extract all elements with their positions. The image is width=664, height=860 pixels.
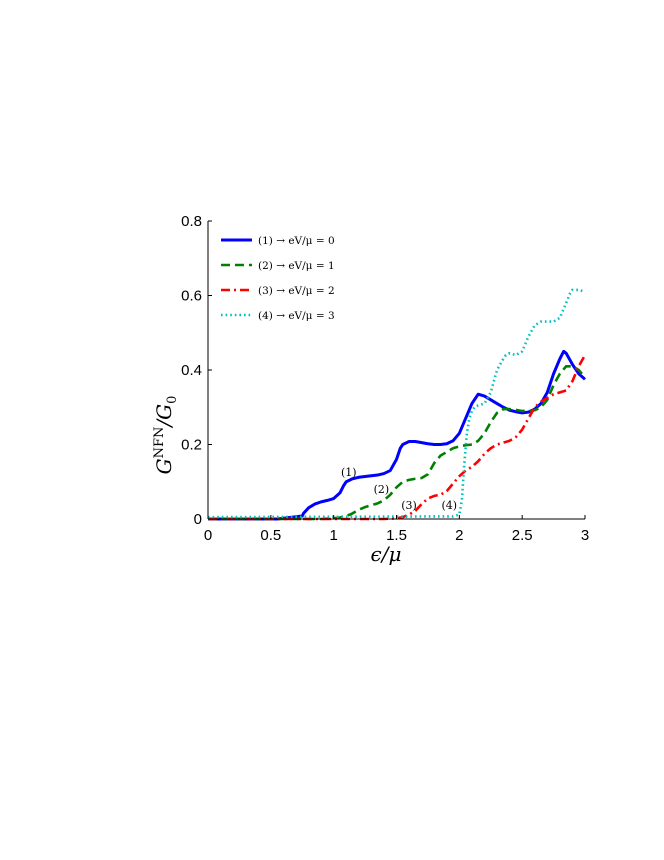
y-axis-label-sub: 0 (165, 396, 180, 404)
x-tick-label: 3 (581, 527, 589, 544)
x-tick-label: 1.5 (386, 527, 407, 544)
legend-entry-2: (2) → eV/μ = 1 (258, 260, 335, 272)
annotation-label-4: (4) (441, 499, 457, 512)
annotation-label-3: (3) (401, 499, 417, 512)
annotation-label-2: (2) (374, 483, 390, 496)
y-axis-label-sup: NFN (152, 427, 167, 459)
plot-background (208, 221, 585, 519)
y-tick-label: 0.2 (181, 437, 202, 454)
y-tick-label: 0.8 (181, 213, 202, 230)
x-tick-label: 0.5 (260, 527, 281, 544)
legend-entry-1: (1) → eV/μ = 0 (258, 235, 335, 247)
series-line-3 (208, 354, 587, 521)
x-tick-label: 1 (329, 527, 337, 544)
x-axis-label: ϵ/μ (371, 542, 402, 566)
legend-entry-3: (3) → eV/μ = 2 (258, 285, 335, 297)
series-line-4 (207, 288, 586, 519)
series-line-2 (208, 364, 586, 521)
y-axis-label: GNFN/G0 (152, 396, 180, 475)
axes-layer: 0 0.5 1 1.5 2 2.5 3 0 0.2 0.4 0.6 0.8 (181, 213, 589, 544)
y-tick-label: 0 (194, 511, 202, 528)
y-tick-label: 0.4 (181, 362, 202, 379)
plot-area (208, 221, 585, 519)
series-layer (207, 288, 587, 521)
y-axis-label-tail: /G (152, 404, 176, 429)
x-tick-label: 0 (204, 527, 212, 544)
y-tick-label: 0.6 (181, 288, 202, 305)
legend-entry-4: (4) → eV/μ = 3 (258, 310, 335, 322)
legend: (1) → eV/μ = 0 (2) → eV/μ = 1 (3) → eV/μ =… (221, 235, 335, 322)
x-tick-label: 2 (455, 527, 463, 544)
x-tick-label: 2.5 (512, 527, 533, 544)
annotation-label-1: (1) (341, 466, 357, 479)
y-axis-label-main: G (152, 458, 176, 474)
svg-text:GNFN/G0: GNFN/G0 (152, 396, 180, 475)
annotation-layer: (1) (2) (3) (4) (341, 466, 457, 512)
